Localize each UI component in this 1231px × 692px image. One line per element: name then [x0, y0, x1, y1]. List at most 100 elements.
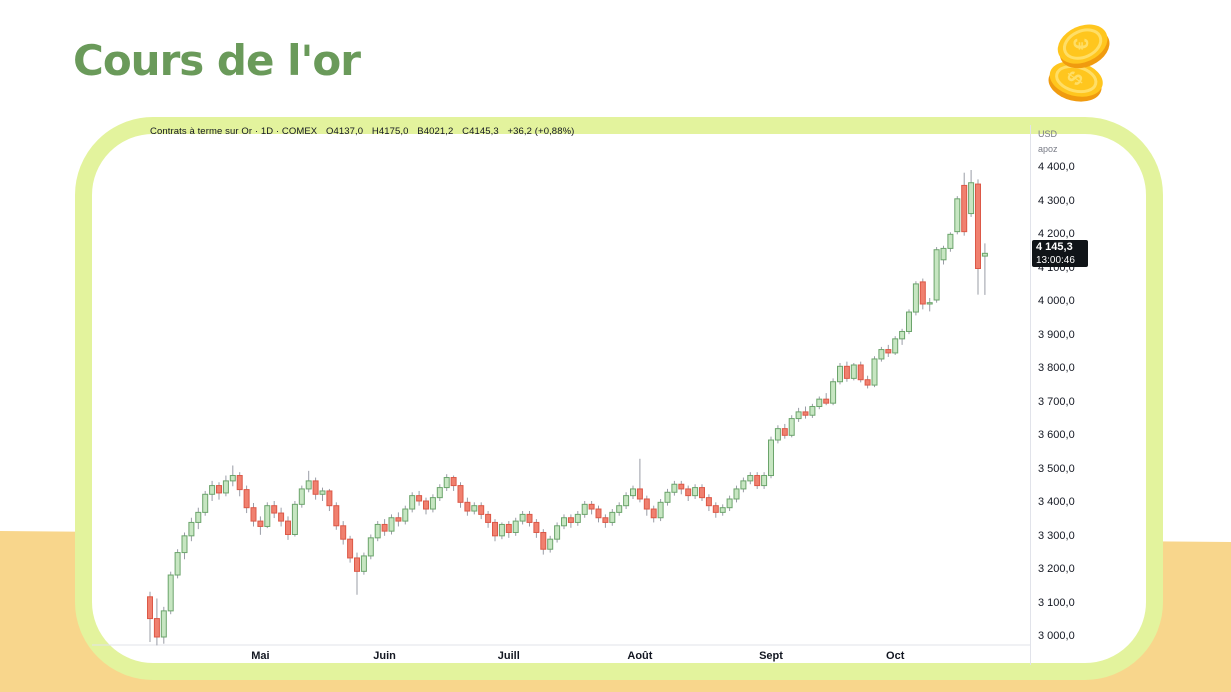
candle — [906, 309, 912, 335]
candle — [181, 532, 188, 560]
price-badge: 4 145,3 13:00:46 — [1032, 240, 1088, 268]
candle — [202, 490, 209, 516]
candle — [768, 436, 774, 479]
candle — [636, 458, 643, 503]
candle — [147, 591, 153, 643]
candle — [457, 482, 464, 508]
candle — [643, 495, 650, 516]
svg-text:€: € — [1070, 38, 1093, 50]
candle — [657, 498, 664, 522]
candle — [781, 423, 788, 439]
candle — [236, 472, 243, 497]
candle — [195, 507, 202, 530]
x-axis-label: Mai — [251, 650, 269, 662]
candle — [761, 472, 768, 489]
candle — [864, 375, 871, 389]
candle — [747, 472, 754, 485]
candle — [409, 492, 416, 513]
chart-panel — [75, 117, 1163, 680]
price-tick-label: 3 600,0 — [1038, 429, 1075, 441]
candle — [498, 522, 505, 540]
candle — [416, 490, 423, 506]
price-axis: USD apoz 4 145,3 13:00:46 4 400,0 4 300,0… — [1030, 125, 1147, 665]
candle — [388, 514, 395, 535]
slide-title: Cours de l'or — [73, 36, 361, 85]
x-axis-label: Août — [627, 650, 652, 662]
candle — [257, 516, 264, 535]
candle — [278, 507, 285, 527]
ohlc-open: O4137,0 — [326, 126, 364, 137]
candle — [919, 278, 926, 310]
candle — [436, 484, 443, 501]
candle — [630, 485, 636, 499]
candle — [802, 406, 809, 419]
candle — [222, 475, 229, 497]
candle — [512, 517, 519, 536]
change-percent: +36,2 (+0,88%) — [507, 126, 575, 137]
candle — [567, 514, 574, 528]
candle — [429, 494, 436, 513]
candlestick-chart: Mai Juin Juill Août Sept Oct — [92, 170, 1030, 662]
candle — [981, 243, 988, 295]
candle — [347, 535, 354, 563]
candle — [360, 552, 367, 575]
price-tick-label: 4 200,0 — [1038, 228, 1075, 240]
candle — [291, 500, 298, 537]
ohlc-close: C4145,3 — [462, 126, 499, 137]
candle — [878, 346, 885, 362]
price-tick-label: 4 400,0 — [1038, 161, 1075, 173]
candle — [395, 512, 402, 527]
candle — [850, 362, 857, 381]
candle — [947, 232, 954, 252]
candle — [602, 514, 609, 528]
price-tick-label: 3 500,0 — [1038, 462, 1075, 475]
candle — [885, 344, 892, 357]
price-tick-label: 3 300,0 — [1038, 529, 1075, 542]
candle — [685, 485, 692, 501]
candle — [464, 497, 471, 516]
candle — [926, 297, 933, 312]
badge-time: 13:00:46 — [1036, 255, 1075, 267]
candle — [968, 170, 975, 217]
candle — [319, 487, 326, 501]
ohlc-low: B4021,2 — [417, 126, 454, 137]
candle — [899, 328, 906, 345]
price-tick-label: 3 200,0 — [1038, 563, 1075, 575]
candle — [402, 505, 409, 525]
candle — [809, 403, 816, 418]
candle — [837, 362, 843, 385]
candle — [857, 361, 864, 383]
candle — [664, 488, 671, 506]
candle — [326, 488, 333, 512]
candle — [354, 552, 360, 595]
candle — [216, 482, 222, 500]
candle — [719, 504, 726, 516]
candle — [561, 514, 567, 530]
candle — [581, 500, 588, 518]
candle — [340, 521, 347, 545]
candle — [243, 485, 250, 514]
candle — [671, 480, 678, 496]
price-tick-label: 4 300,0 — [1038, 194, 1075, 207]
candle — [229, 465, 236, 487]
candle — [699, 484, 705, 501]
candle — [492, 519, 498, 542]
candle — [678, 480, 685, 495]
candle — [264, 502, 271, 529]
candle — [975, 179, 981, 295]
candle — [595, 505, 602, 523]
candle — [816, 396, 823, 410]
candle — [892, 336, 899, 355]
axis-unit-label: apoz — [1038, 144, 1058, 154]
dollar-coin-icon: $ — [1048, 61, 1103, 102]
candle — [795, 407, 802, 422]
candle — [616, 502, 623, 516]
candle — [623, 492, 630, 510]
candle — [305, 470, 312, 493]
candle — [478, 502, 485, 520]
candle — [609, 509, 616, 526]
candle — [381, 519, 388, 536]
candle — [712, 502, 719, 518]
candle — [153, 598, 160, 646]
candle — [505, 521, 512, 538]
